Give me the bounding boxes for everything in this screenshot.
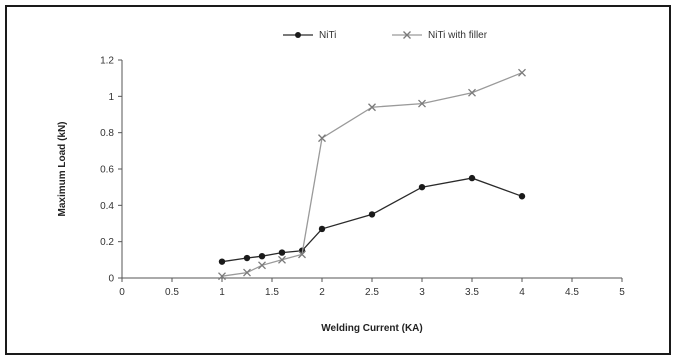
data-point-niti [218, 258, 226, 265]
legend-item-niti: NiTi [283, 30, 336, 41]
x-tick-label: 5 [619, 287, 625, 298]
tick-labels: 0 0.5 1 1.5 2 2.5 3 3.5 4 4.5 5 0 0.2 0.4 0.6 0.8 1 1.2 [100, 56, 625, 299]
y-tick-label: 0.4 [100, 201, 114, 212]
data-point-niti [368, 211, 376, 218]
series-layer [218, 68, 526, 281]
x-tick-label: 1.5 [265, 287, 279, 298]
tick-marks [118, 59, 623, 282]
x-axis-title: Welding Current (KA) [321, 323, 422, 334]
data-point-niti [468, 174, 476, 182]
x-tick-label: 0 [119, 287, 125, 298]
chart-frame: 0 0.5 1 1.5 2 2.5 3 3.5 4 4.5 5 0 0.2 0.4 0.6 0.8 1 1.2 W… [5, 5, 671, 355]
x-tick-label: 0.5 [165, 287, 179, 298]
legend: NiTi NiTi with filler [283, 30, 488, 41]
x-tick-label: 3.5 [465, 287, 479, 298]
data-point-niti-with-filler [518, 68, 526, 77]
x-tick-label: 4 [519, 287, 525, 298]
data-point-niti-with-filler [243, 268, 251, 277]
legend-item-niti-with-filler: NiTi with filler [392, 30, 488, 41]
series-niti-with-filler [218, 68, 526, 281]
y-axis-title: Maximum Load (kN) [57, 121, 68, 216]
legend-marker-circle [295, 32, 301, 38]
series-line-niti [221, 177, 523, 263]
x-tick-label: 4.5 [565, 287, 579, 298]
y-tick-label: 0.2 [100, 237, 114, 248]
data-point-niti [518, 193, 526, 200]
data-point-niti-with-filler [298, 250, 306, 259]
data-point-niti [243, 254, 251, 262]
data-point-niti [258, 253, 266, 260]
data-point-niti-with-filler [418, 99, 426, 108]
y-tick-label: 1.2 [100, 56, 114, 67]
line-chart: 0 0.5 1 1.5 2 2.5 3 3.5 4 4.5 5 0 0.2 0.4 0.6 0.8 1 1.2 W… [57, 30, 625, 334]
x-tick-label: 3 [419, 287, 425, 298]
data-point-niti-with-filler [218, 272, 226, 281]
data-point-niti [418, 183, 426, 191]
x-tick-label: 2 [319, 287, 325, 298]
data-point-niti [318, 225, 326, 233]
y-tick-label: 0.8 [100, 128, 114, 139]
data-point-niti [278, 249, 286, 256]
data-point-niti-with-filler [468, 88, 476, 97]
data-point-niti-with-filler [318, 134, 326, 143]
series-niti [218, 174, 526, 265]
y-tick-label: 0.6 [100, 165, 114, 176]
x-tick-label: 2.5 [365, 287, 379, 298]
series-line-niti-with-filler [221, 72, 523, 277]
data-point-niti-with-filler [368, 103, 376, 112]
x-tick-label: 1 [219, 287, 225, 298]
axes [121, 60, 622, 279]
legend-label-niti: NiTi [319, 30, 336, 41]
y-tick-label: 1 [108, 92, 114, 103]
y-tick-label: 0 [108, 274, 114, 285]
data-point-niti-with-filler [278, 255, 286, 264]
legend-marker-x [403, 31, 411, 39]
data-point-niti-with-filler [258, 261, 266, 270]
legend-label-niti-with-filler: NiTi with filler [428, 30, 488, 41]
